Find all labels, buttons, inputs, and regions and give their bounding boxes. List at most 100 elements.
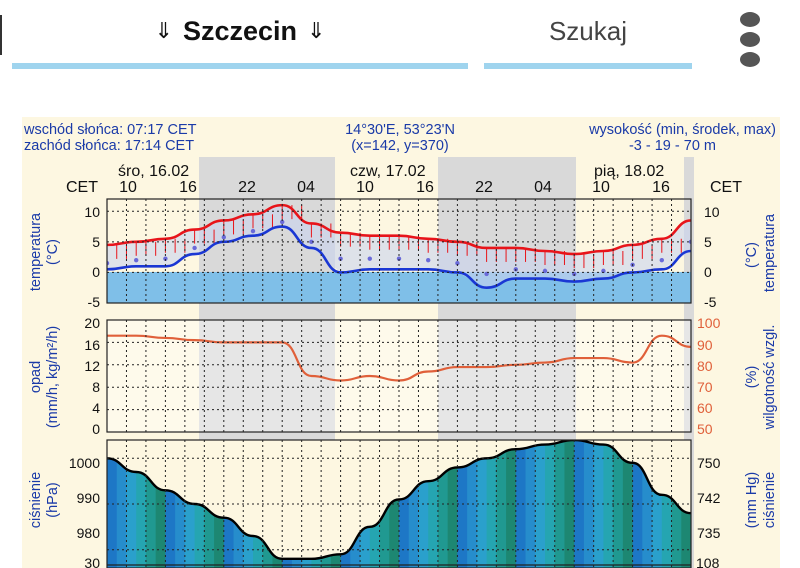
pressure-colour-stripe xyxy=(554,440,565,568)
pressure-colour-stripe xyxy=(175,440,186,568)
coords-text: 14°30'E, 53°23'N xyxy=(345,122,455,138)
dewpoint-dot xyxy=(426,257,431,263)
humidity-tick: 80 xyxy=(697,358,713,374)
temp-tick-right: 10 xyxy=(704,204,720,220)
humidity-axis-unit: (%) xyxy=(744,366,760,389)
hour-label: 04 xyxy=(534,179,552,196)
temp-tick-right: 5 xyxy=(704,234,712,250)
temp-tick: 5 xyxy=(92,234,100,250)
pressure-axis-title-right: ciśnienie xyxy=(762,472,778,528)
pressure-axis-unit-right: (mm Hg) xyxy=(744,472,760,528)
pressure-colour-stripe xyxy=(145,440,157,568)
hour-label: 16 xyxy=(179,179,197,196)
next-panel-tick-right: 108 xyxy=(696,555,720,568)
more-menu-icon[interactable] xyxy=(728,8,772,68)
dewpoint-dot xyxy=(280,219,285,225)
precipitation-panel xyxy=(106,319,692,433)
temp-axis-unit-left: (°C) xyxy=(45,239,61,265)
down-arrow-icon: ⇓ xyxy=(307,18,326,43)
pressure-colour-stripe xyxy=(535,440,546,568)
temp-axis-title-right: temperatura xyxy=(762,213,778,292)
pressure-colour-stripe xyxy=(583,440,595,568)
pressure-colour-stripe xyxy=(564,440,575,568)
sunrise-text: wschód słońca: 07:17 CET xyxy=(23,122,197,138)
dewpoint-dot xyxy=(134,257,139,263)
precip-tick: 0 xyxy=(92,421,100,437)
precip-axis-title: opad xyxy=(28,361,44,393)
search-tab-underline xyxy=(484,63,692,69)
menu-dot xyxy=(740,32,760,47)
top-bar: ⇓ Szczecin ⇓ Szukaj xyxy=(0,0,800,80)
next-panel-top: 30 108 xyxy=(84,555,719,568)
humidity-tick: 100 xyxy=(697,315,721,331)
dewpoint-dot xyxy=(163,256,168,261)
day-label: śro, 16.02 xyxy=(118,163,189,180)
city-selector[interactable]: ⇓ Szczecin ⇓ xyxy=(12,0,468,62)
dewpoint-dot xyxy=(192,245,197,251)
hour-label: 04 xyxy=(297,179,315,196)
search-tab[interactable]: Szukaj xyxy=(548,15,628,46)
timezone-left: CET xyxy=(66,179,98,196)
precip-tick: 4 xyxy=(92,400,100,416)
pressure-colour-stripe xyxy=(165,440,176,568)
dewpoint-dot xyxy=(367,256,372,261)
pressure-tick-right: 742 xyxy=(697,490,721,506)
temp-tick-right: -5 xyxy=(704,294,717,310)
city-tab-underline xyxy=(12,63,468,69)
pressure-colour-stripe xyxy=(389,440,400,568)
humidity-tick: 50 xyxy=(697,421,713,437)
pressure-tick-right: 735 xyxy=(697,525,721,541)
precip-axis-unit: (mm/h, kg/m²/h) xyxy=(45,326,61,428)
pressure-tick: 1000 xyxy=(69,455,100,471)
meteogram-svg: wschód słońca: 07:17 CET zachód słońca: … xyxy=(23,122,778,568)
pressure-tick-right: 750 xyxy=(697,455,721,471)
hour-label: 22 xyxy=(475,179,493,196)
pressure-colour-stripe xyxy=(506,440,517,568)
pressure-axis-unit-left: (hPa) xyxy=(45,482,61,517)
pressure-tick: 980 xyxy=(77,525,101,541)
menu-dot xyxy=(740,52,760,67)
next-panel-tick-left: 30 xyxy=(84,555,100,568)
day-label: czw, 17.02 xyxy=(350,163,426,180)
hour-label: 10 xyxy=(592,179,610,196)
down-arrow-icon: ⇓ xyxy=(154,18,173,43)
pressure-colour-stripe xyxy=(486,440,497,568)
pressure-axis-title-left: ciśnienie xyxy=(28,472,44,528)
humidity-axis-title: wilgotność wzgl. xyxy=(762,325,778,431)
pressure-colour-stripe xyxy=(496,440,507,568)
temp-axis-title-left: temperatura xyxy=(28,212,44,291)
pressure-colour-stripe xyxy=(574,440,585,568)
hour-label: 10 xyxy=(119,179,137,196)
temp-tick-right: 0 xyxy=(704,264,712,280)
pressure-colour-stripe xyxy=(399,440,410,568)
pressure-tick: 990 xyxy=(77,490,101,506)
pressure-colour-stripe xyxy=(136,440,147,568)
precip-tick: 8 xyxy=(92,379,100,395)
dewpoint-dot xyxy=(338,256,343,261)
pressure-panel xyxy=(106,439,692,568)
pressure-colour-stripe xyxy=(545,440,556,568)
edge-divider xyxy=(0,15,2,55)
temp-tick: 10 xyxy=(84,204,100,220)
pressure-colour-stripe xyxy=(116,440,127,568)
precip-tick: 20 xyxy=(84,315,100,331)
dewpoint-dot xyxy=(659,257,664,263)
pressure-colour-stripe xyxy=(515,440,527,568)
humidity-tick: 60 xyxy=(697,400,713,416)
altitude-values: -3 - 19 - 70 m xyxy=(629,138,716,154)
city-name: Szczecin xyxy=(182,15,298,46)
temp-tick: -5 xyxy=(88,294,101,310)
dewpoint-dot xyxy=(396,256,402,261)
hour-label: 10 xyxy=(356,179,374,196)
humidity-tick: 70 xyxy=(697,379,713,395)
menu-dot xyxy=(740,12,760,27)
hour-label: 16 xyxy=(416,179,434,196)
precip-tick: 16 xyxy=(84,337,100,353)
temp-tick: 0 xyxy=(92,264,100,280)
hour-label: 22 xyxy=(238,179,256,196)
precip-tick: 12 xyxy=(84,358,100,374)
dewpoint-dot xyxy=(309,239,314,245)
meteogram: wschód słońca: 07:17 CET zachód słońca: … xyxy=(22,117,780,568)
temp-axis-unit-right: (°C) xyxy=(744,242,760,268)
dewpoint-dot xyxy=(455,261,460,266)
